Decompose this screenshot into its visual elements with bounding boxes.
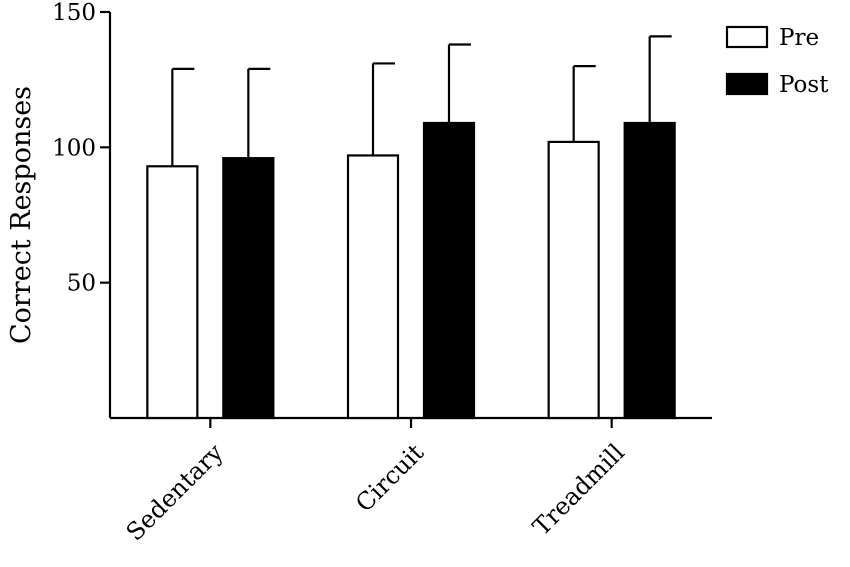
y-tick-label: 50: [67, 271, 96, 297]
bar-post-sedentary: [222, 157, 275, 420]
y-tick-label: 150: [52, 0, 96, 26]
legend: Pre Post: [725, 25, 829, 98]
bars: [146, 35, 676, 420]
y-tick-label: 100: [52, 135, 96, 161]
y-axis-label: Correct Responses: [6, 86, 37, 344]
legend-label-post: Post: [779, 72, 829, 98]
x-tick-label: Treadmill: [527, 438, 630, 541]
bar-pre-sedentary: [146, 165, 199, 420]
bar-post-circuit: [422, 121, 476, 420]
x-tick-label: Sedentary: [121, 438, 229, 546]
bar-pre-treadmill: [547, 140, 600, 420]
legend-swatch-pre: [725, 25, 769, 49]
legend-label-pre: Pre: [779, 25, 819, 51]
legend-swatch-post: [725, 72, 769, 96]
bar-post-treadmill: [623, 121, 676, 420]
bar-pre-circuit: [346, 154, 400, 420]
x-tick-label: Circuit: [350, 438, 429, 517]
